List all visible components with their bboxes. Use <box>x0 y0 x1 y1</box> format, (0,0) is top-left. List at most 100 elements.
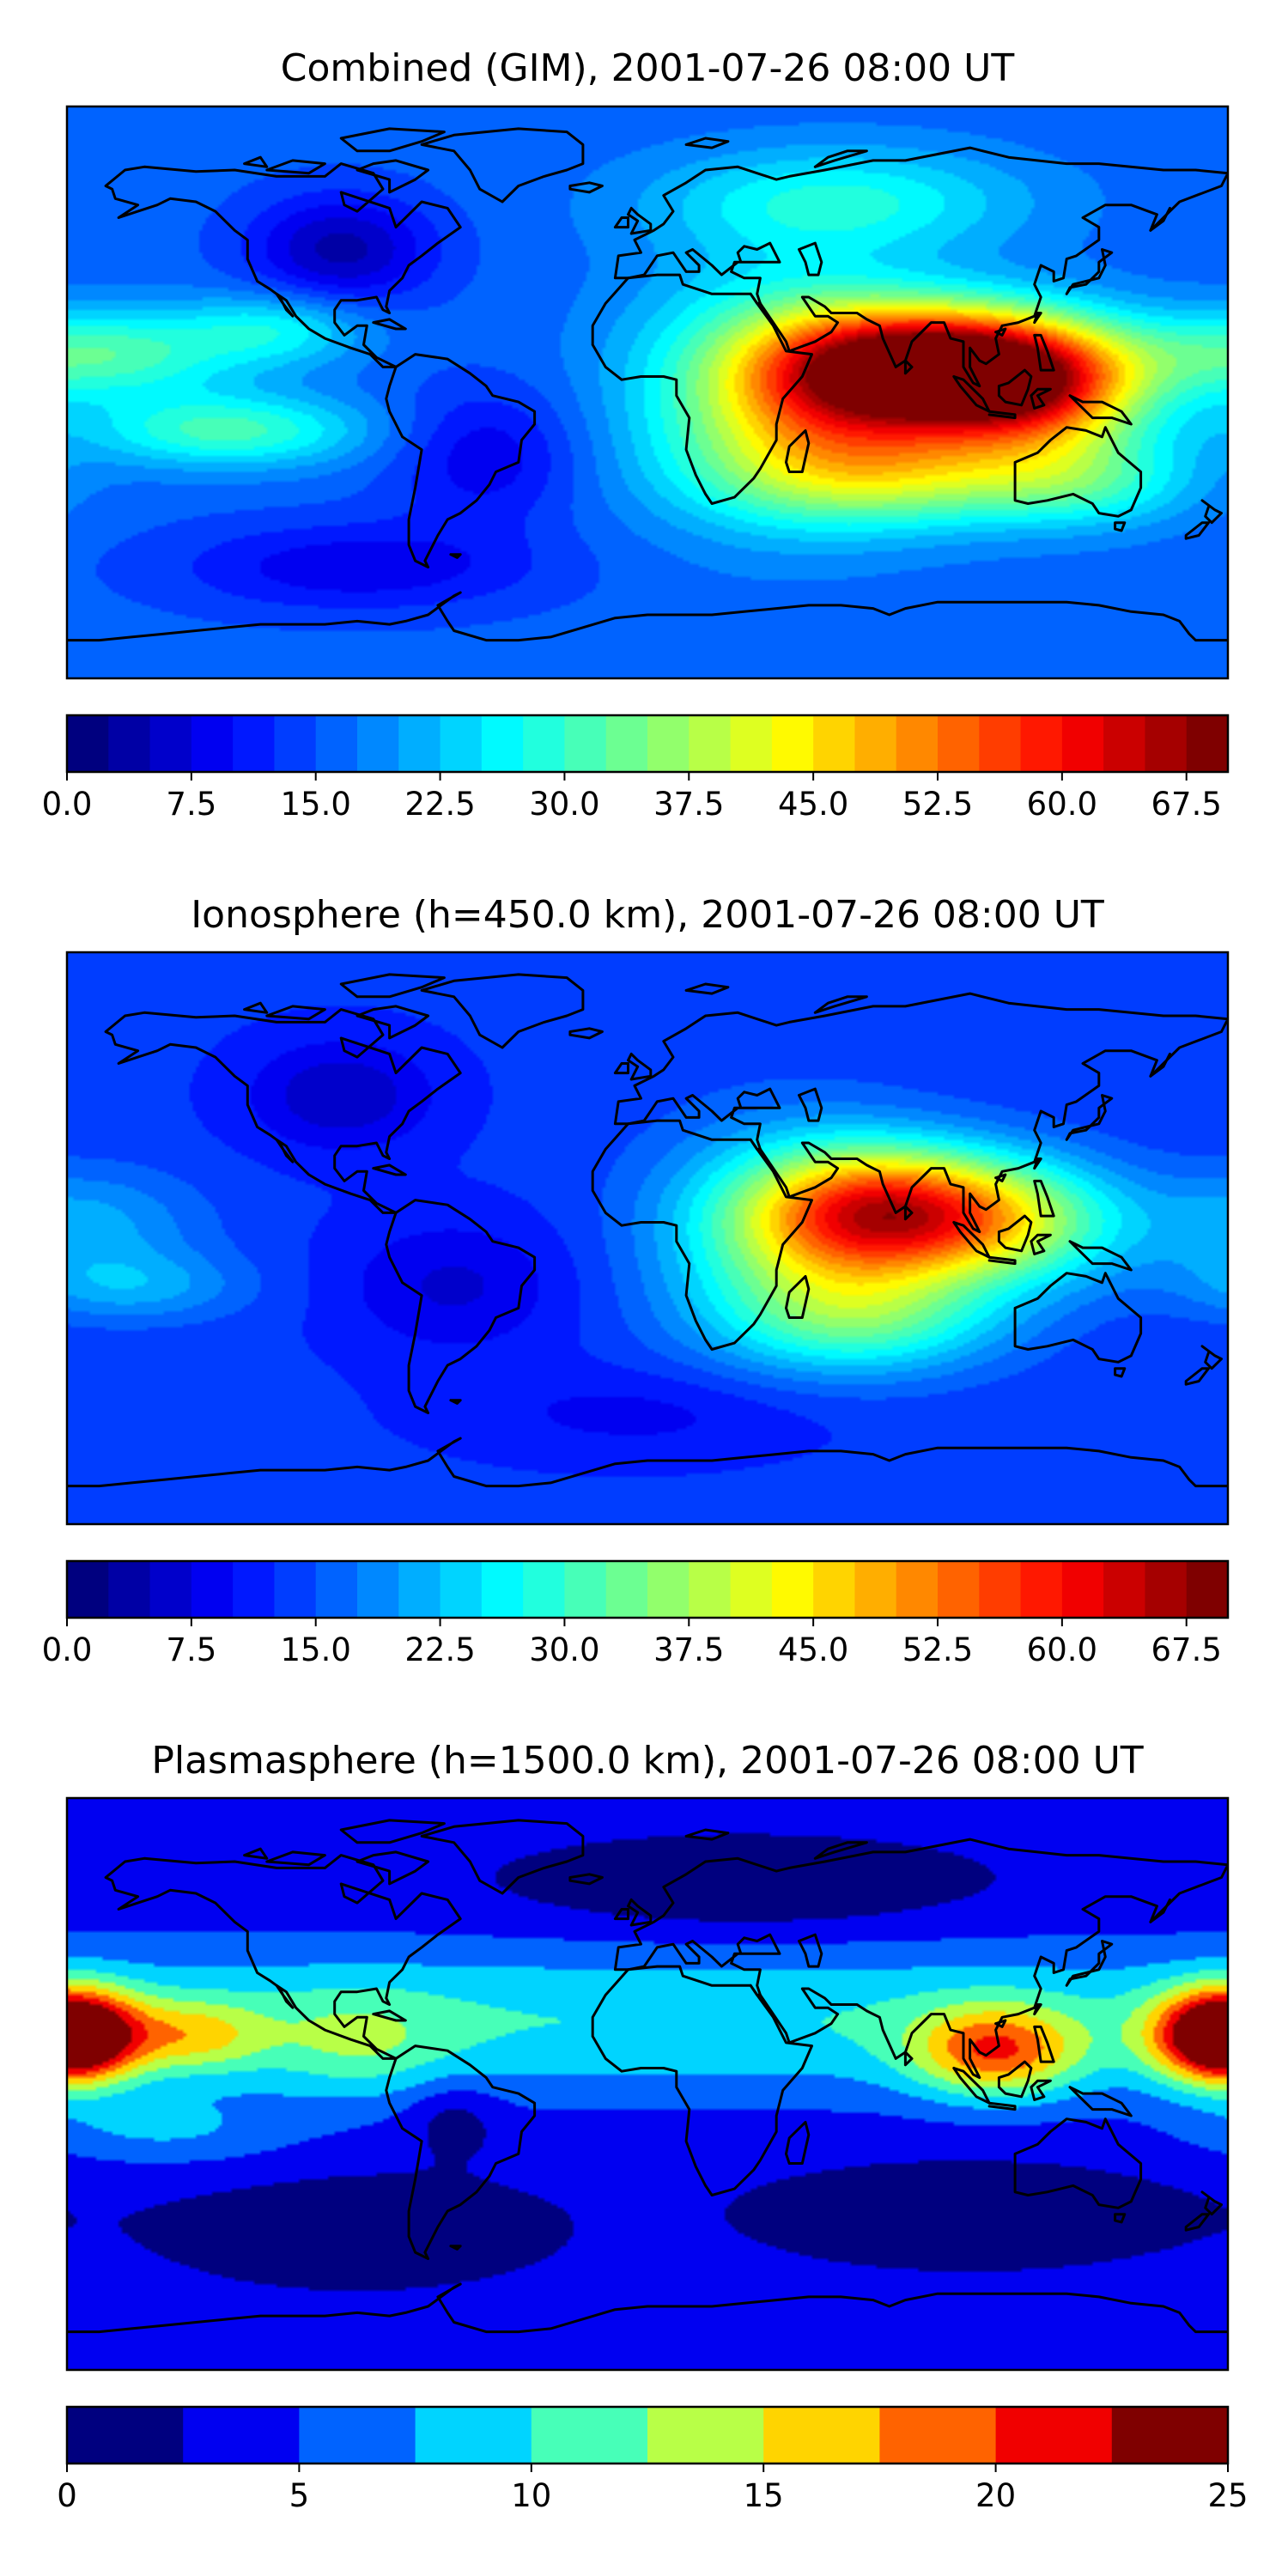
coastline-new-zealand-south <box>1184 521 1210 540</box>
colorbar-swatch <box>647 2407 764 2464</box>
colorbar-swatch <box>730 1561 773 1618</box>
colorbar-swatch <box>1061 1561 1104 1618</box>
panel-ionosphere-title: Ionosphere (h=450.0 km), 2001-07-26 08:0… <box>191 893 1104 937</box>
colorbar-swatch <box>315 715 358 772</box>
panel-combined-map[interactable] <box>67 106 1228 678</box>
colorbar-tick-label: 15.0 <box>281 786 351 823</box>
colorbar-tick-label: 52.5 <box>902 786 973 823</box>
coastline-arabia-link <box>749 292 762 305</box>
colorbar-swatch <box>647 715 690 772</box>
coastline-australia <box>1013 2117 1143 2209</box>
coastline-madagascar <box>785 428 811 473</box>
colorbar-tick-label: 15 <box>744 2477 784 2514</box>
colorbar-swatch <box>896 1561 939 1618</box>
coastline-sulawesi <box>1030 2079 1052 2101</box>
panel-plasmasphere-map-frame <box>65 1796 1230 2372</box>
coastline-north-america <box>104 1008 462 1214</box>
coastline-cuba <box>372 318 407 331</box>
colorbar-swatch <box>440 1561 483 1618</box>
coastline-australia <box>1013 1272 1143 1364</box>
coastline-borneo <box>997 1214 1033 1253</box>
colorbar-swatch <box>813 1561 856 1618</box>
colorbar-swatch <box>564 715 607 772</box>
colorbar-swatch <box>67 715 109 772</box>
coastline-japan <box>1065 248 1114 295</box>
coastline-antarctica <box>67 2282 1228 2334</box>
coastline-baja <box>275 1984 295 2009</box>
colorbar-swatch <box>854 715 897 772</box>
colorbar-swatch <box>979 1561 1022 1618</box>
colorbar-swatch <box>1020 1561 1063 1618</box>
coastline-falklands <box>449 2245 462 2251</box>
colorbar-swatch <box>108 715 151 772</box>
coastline-banks-island <box>243 1001 269 1014</box>
colorbar-swatch <box>415 2407 532 2464</box>
panel-plasmasphere-map[interactable] <box>67 1798 1228 2370</box>
colorbar-frame <box>65 714 1230 774</box>
coastline-victoria-island <box>265 1005 326 1021</box>
coastline-hainan <box>994 1173 1007 1182</box>
colorbar-swatch <box>523 1561 566 1618</box>
coastline-great-britain <box>627 206 653 235</box>
coastline-africa-eurasia <box>591 273 813 505</box>
colorbar-swatch <box>605 715 648 772</box>
coastline-novaya-zemlya <box>813 1841 868 1860</box>
coastline-iceland <box>568 181 604 194</box>
colorbar-swatch <box>938 715 980 772</box>
colorbar-swatch <box>233 715 276 772</box>
colorbar-tick-label: 22.5 <box>404 1631 475 1668</box>
coastline-svalbard <box>684 982 730 995</box>
coastline-kamchatka-tail <box>1149 1052 1171 1078</box>
colorbar-swatch <box>67 1561 109 1618</box>
colorbar-swatch <box>481 715 524 772</box>
colorbar-tick-label: 45.0 <box>778 786 848 823</box>
coastline-falklands <box>449 1399 462 1405</box>
coastline-eurasia <box>613 1838 1228 2080</box>
panel-plasmasphere-heatmap <box>67 1798 1228 2370</box>
colorbar-tick-label: 0 <box>57 2477 77 2514</box>
coastline-cuba <box>372 1163 407 1176</box>
panel-combined-heatmap <box>67 106 1228 678</box>
coastline-africa-eurasia <box>591 1965 813 2196</box>
colorbar-swatch <box>896 715 939 772</box>
coastline-ellesmere <box>339 127 446 153</box>
colorbar-swatch <box>357 1561 399 1618</box>
colorbar-swatch <box>398 1561 441 1618</box>
coastline-caspian <box>798 241 823 276</box>
coastline-taiwan <box>1033 312 1042 325</box>
coastline-greenland <box>420 127 585 204</box>
panel-ionosphere-map-frame <box>65 951 1230 1526</box>
coastline-baja <box>275 292 295 318</box>
coastline-novaya-zemlya <box>813 149 868 168</box>
colorbar-swatch <box>689 715 732 772</box>
colorbar-swatch <box>1020 715 1063 772</box>
coastline-ireland <box>613 216 629 229</box>
colorbar-frame <box>65 1559 1230 1619</box>
coastline-sri-lanka <box>903 2050 914 2067</box>
coastline-baja <box>275 1138 295 1163</box>
coastline-south-america <box>385 2044 537 2260</box>
colorbar-swatch <box>357 715 399 772</box>
coastline-japan <box>1065 1940 1114 1987</box>
coastline-falklands <box>449 553 462 559</box>
colorbar-swatch <box>771 715 814 772</box>
panel-combined-map-frame <box>65 105 1230 680</box>
colorbar-tick-label: 60.0 <box>1027 1631 1097 1668</box>
coastline-banks-island <box>243 1847 269 1860</box>
colorbar-swatch <box>1103 1561 1146 1618</box>
colorbar-swatch <box>315 1561 358 1618</box>
panel-plasmasphere: Plasmasphere (h=1500.0 km), 2001-07-26 0… <box>57 1739 1248 2514</box>
coastline-ireland <box>613 1062 629 1075</box>
coastline-borneo <box>997 2060 1033 2099</box>
panel-ionosphere-heatmap <box>67 952 1228 1524</box>
coastline-madagascar <box>785 2120 811 2165</box>
colorbar-swatch <box>398 715 441 772</box>
panel-ionosphere-colorbar: 0.0 7.5 15.0 22.5 30.0 37.5 45.0 52.5 60.0 67.5 <box>42 1559 1230 1668</box>
coastline-great-britain <box>627 1052 653 1081</box>
coastline-tasmania <box>1114 1367 1127 1378</box>
panel-ionosphere-map[interactable] <box>67 952 1228 1524</box>
colorbar-swatch <box>564 1561 607 1618</box>
coastline-taiwan <box>1033 1157 1042 1170</box>
colorbar-tick-label: 0.0 <box>42 786 93 823</box>
